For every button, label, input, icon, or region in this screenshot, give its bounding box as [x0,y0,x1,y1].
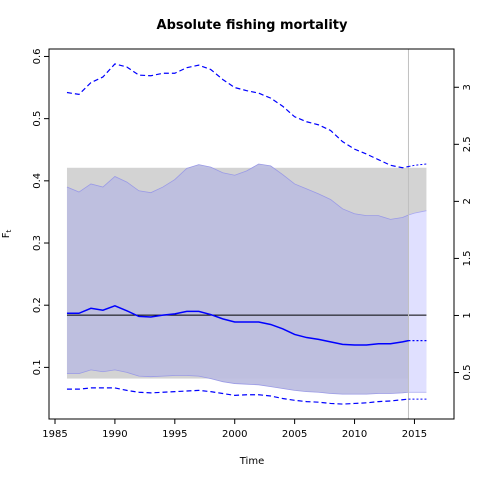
right-tick-label: 2 [462,198,473,204]
estimate-line [66,305,409,346]
ci-band-upper-edge [66,163,409,220]
forecast-ci-band [408,210,427,393]
x-tick-label: 1995 [162,429,187,440]
forecast-upper-edge [408,210,427,216]
y-tick-label: 0.5 [32,111,43,127]
right-tick-label: 2.5 [462,136,473,152]
right-tick-label: 0.5 [462,365,473,381]
ci-band-lower-edge [66,369,409,395]
upper-outer-line [66,63,409,169]
plot-frame [48,48,455,420]
y-axis-label-subscript: t [5,229,13,232]
lower-outer-line [66,387,409,405]
y-axis: 0.1 0.2 0.3 0.4 0.5 0.6 [32,49,49,375]
y-tick-label: 0.3 [32,235,43,251]
x-tick-label: 2010 [342,429,367,440]
x-tick-label: 2000 [222,429,247,440]
y-tick-label: 0.4 [32,173,43,189]
x-axis: 1985 1990 1995 2000 2005 2010 2015 [42,419,427,440]
y-axis-label: Ft [1,229,13,238]
right-axis: 0.5 1 1.5 2 2.5 3 [454,84,473,380]
x-tick-label: 2015 [402,429,427,440]
right-tick-label: 3 [462,84,473,90]
x-tick-label: 1985 [42,429,67,440]
x-tick-label: 2005 [282,429,307,440]
y-tick-label: 0.2 [32,297,43,313]
x-axis-label: Time [239,456,264,467]
right-tick-label: 1 [462,312,473,318]
y-axis-label-main: F [1,232,12,238]
forecast-upper-outer-line [408,163,427,168]
ci-band [66,164,409,395]
y-tick-label: 0.1 [32,359,43,375]
right-tick-label: 1.5 [462,250,473,266]
chart-title: Absolute fishing mortality [157,18,348,33]
plot-area [66,49,427,419]
y-tick-label: 0.6 [32,49,43,65]
x-tick-label: 1990 [102,429,127,440]
